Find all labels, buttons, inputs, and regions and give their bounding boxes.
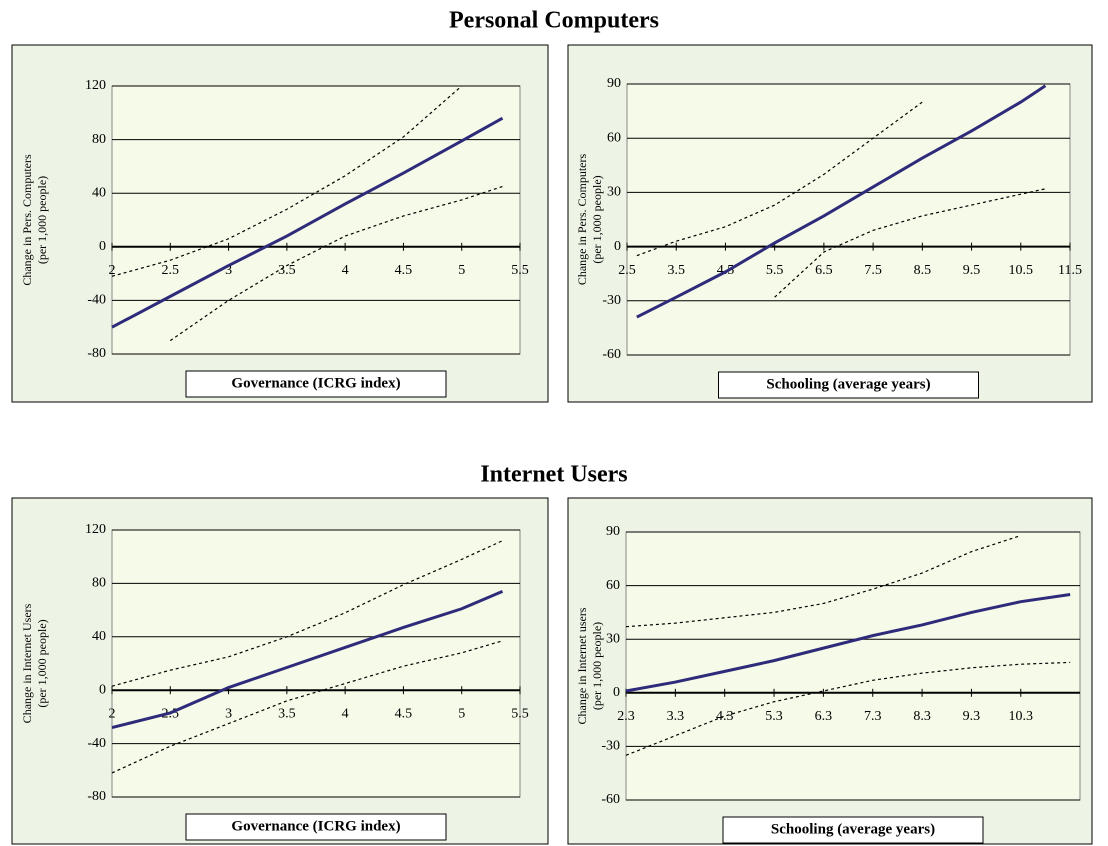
series-line: [111, 85, 463, 277]
x-tick-label: 2.5: [162, 263, 180, 278]
x-tick-label: 8.5: [914, 263, 932, 278]
x-axis-label: Governance (ICRG index): [231, 818, 400, 834]
y-axis-label: (per 1,000 people): [590, 622, 604, 710]
x-tick-label: 2.3: [617, 709, 635, 724]
x-tick-label: 10.3: [1009, 709, 1034, 724]
series-line: [169, 185, 503, 342]
x-label-box: [185, 370, 447, 398]
x-tick-label: 3.3: [667, 709, 685, 724]
y-tick-label: 30: [607, 185, 621, 200]
y-axis-label: (per 1,000 people): [35, 619, 49, 707]
y-tick-label: -60: [602, 347, 621, 362]
y-tick-label: 80: [92, 132, 106, 147]
x-label-box: [718, 371, 979, 399]
x-tick-label: 4: [342, 706, 349, 721]
x-tick-label: 7.3: [864, 709, 882, 724]
series-line: [111, 540, 503, 687]
x-tick-label: 5.5: [511, 263, 529, 278]
x-tick-label: 7.5: [864, 263, 882, 278]
y-axis-label: (per 1,000 people): [590, 175, 604, 263]
x-tick-label: 11.5: [1058, 263, 1082, 278]
series-line: [111, 116, 504, 329]
series-line: [111, 590, 504, 730]
x-tick-label: 4.5: [395, 263, 413, 278]
x-tick-label: 5: [458, 263, 465, 278]
y-axis-label: Change in Internet Users: [20, 603, 34, 723]
y-tick-label: -80: [87, 789, 106, 804]
y-axis-label: Change in Pers. Computers: [20, 154, 34, 286]
x-tick-label: 4.5: [395, 706, 413, 721]
x-tick-label: 2: [109, 263, 116, 278]
y-tick-label: 0: [99, 239, 106, 254]
x-tick-label: 6.3: [815, 709, 833, 724]
y-tick-label: 120: [85, 522, 106, 537]
y-tick-label: 0: [613, 685, 620, 700]
section-title: Personal Computers: [449, 8, 659, 34]
y-axis-label: (per 1,000 people): [35, 176, 49, 264]
x-tick-label: 5.3: [765, 709, 783, 724]
series-line: [111, 640, 503, 774]
x-tick-label: 10.5: [1009, 263, 1034, 278]
y-tick-label: 60: [607, 130, 621, 145]
x-tick-label: 3.5: [278, 706, 296, 721]
x-label-box: [185, 813, 447, 841]
y-tick-label: -40: [87, 293, 106, 308]
x-axis-label: Schooling (average years): [766, 376, 930, 392]
x-tick-label: 3: [225, 706, 232, 721]
x-tick-label: 8.3: [913, 709, 931, 724]
x-axis-label: Schooling (average years): [771, 821, 935, 837]
y-tick-label: 40: [92, 629, 106, 644]
y-tick-label: 90: [607, 76, 621, 91]
series-line: [625, 661, 1071, 756]
y-tick-label: 80: [92, 576, 106, 591]
y-axis-label: Change in Internet users: [575, 607, 589, 724]
plot-area: [111, 529, 521, 798]
plot-area: [626, 83, 1071, 356]
x-tick-label: 3: [225, 263, 232, 278]
y-tick-label: 0: [614, 239, 621, 254]
series-line: [636, 101, 923, 257]
series-line: [774, 188, 1046, 298]
series-line: [625, 535, 1021, 628]
y-tick-label: 0: [99, 682, 106, 697]
x-tick-label: 9.3: [963, 709, 981, 724]
x-tick-label: 4: [342, 263, 349, 278]
x-tick-label: 3.5: [667, 263, 685, 278]
x-label-box: [722, 816, 984, 844]
x-tick-label: 5.5: [766, 263, 784, 278]
y-tick-label: -30: [601, 739, 620, 754]
x-tick-label: 2.5: [618, 263, 636, 278]
y-tick-label: 60: [606, 578, 620, 593]
x-tick-label: 5.5: [511, 706, 529, 721]
series-line: [636, 84, 1047, 319]
y-tick-label: -40: [87, 736, 106, 751]
x-tick-label: 5: [458, 706, 465, 721]
y-tick-label: -60: [601, 792, 620, 807]
y-axis-label: Change in Pers. Computers: [575, 154, 589, 286]
x-tick-label: 6.5: [815, 263, 833, 278]
y-tick-label: -80: [87, 346, 106, 361]
x-tick-label: 9.5: [963, 263, 981, 278]
section-title: Internet Users: [480, 462, 627, 488]
x-tick-label: 3.5: [278, 263, 296, 278]
y-tick-label: 40: [92, 185, 106, 200]
y-tick-label: 120: [85, 78, 106, 93]
x-tick-label: 4.3: [716, 709, 734, 724]
series-line: [625, 593, 1071, 693]
x-axis-label: Governance (ICRG index): [231, 375, 400, 391]
y-tick-label: 30: [606, 631, 620, 646]
y-tick-label: -30: [602, 293, 621, 308]
plot-area: [625, 531, 1081, 801]
y-tick-label: 90: [606, 524, 620, 539]
x-tick-label: 2: [109, 706, 116, 721]
